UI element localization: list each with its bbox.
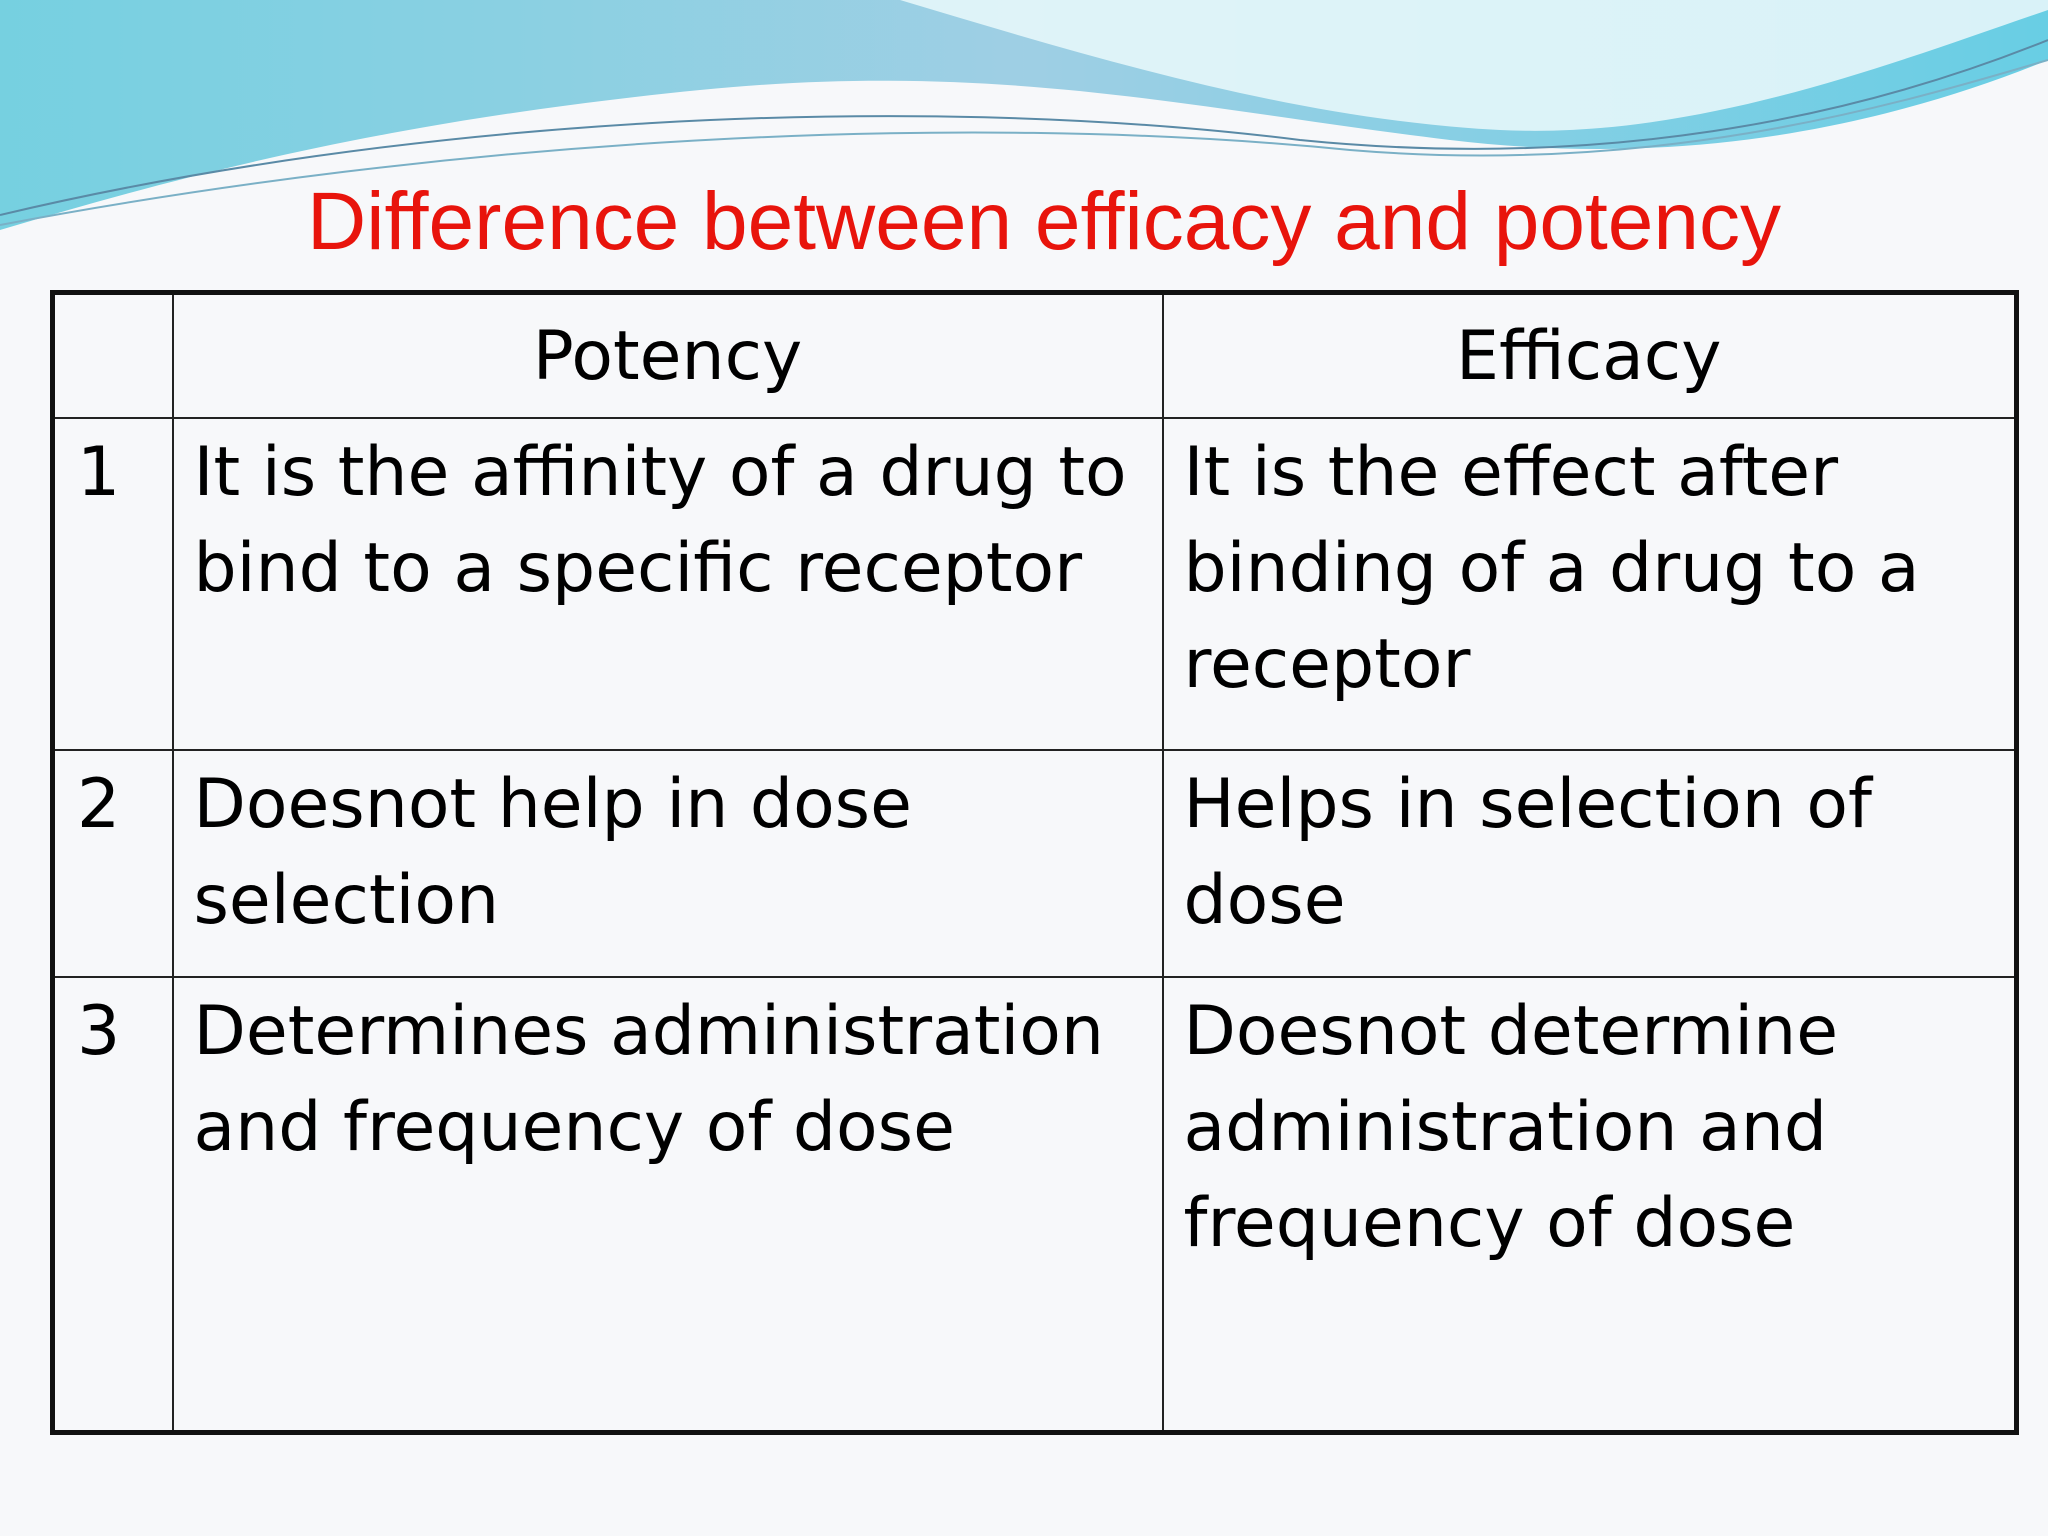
- slide-title: Difference between efficacy and potency: [307, 176, 1781, 267]
- cell: Doesnot determine administration and fre…: [1161, 976, 2018, 1433]
- header-cell: Efficacy: [1161, 291, 2018, 419]
- comparison-table: Potency Efficacy 1 It is the affinity of…: [50, 290, 2019, 1435]
- row-number: 2: [51, 749, 174, 978]
- cell: Helps in selection of dose: [1161, 749, 2018, 978]
- cell: Doesnot help in dose selection: [171, 749, 1164, 978]
- row: 3 Determines administration and frequenc…: [51, 976, 2018, 1433]
- row-number: 3: [51, 976, 174, 1433]
- header-row: Potency Efficacy: [51, 291, 2018, 419]
- row: 1 It is the affinity of a drug to bind t…: [51, 417, 2018, 751]
- cell: It is the effect after binding of a drug…: [1161, 417, 2018, 751]
- header-cell: Potency: [171, 291, 1164, 419]
- cell: Determines administration and frequency …: [171, 976, 1164, 1433]
- empty-cell: [51, 291, 174, 419]
- cell: It is the affinity of a drug to bind to …: [171, 417, 1164, 751]
- row: 2 Doesnot help in dose selection Helps i…: [51, 749, 2018, 978]
- row-number: 1: [51, 417, 174, 751]
